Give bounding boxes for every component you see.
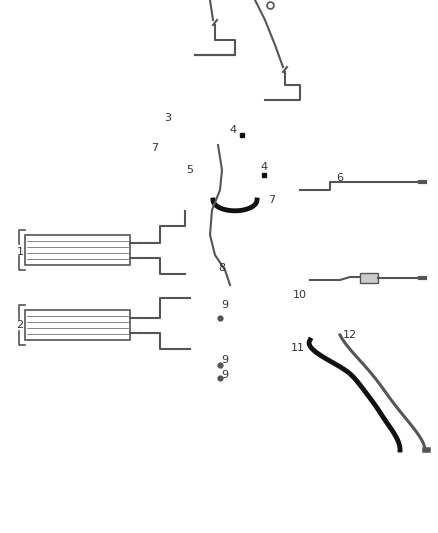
Text: 9: 9 [222, 300, 229, 310]
Text: 4: 4 [230, 125, 237, 135]
Text: 8: 8 [219, 263, 226, 273]
Text: 3: 3 [165, 113, 172, 123]
Text: 9: 9 [222, 355, 229, 365]
Text: 2: 2 [17, 320, 24, 330]
Text: 11: 11 [291, 343, 305, 353]
Text: 4: 4 [261, 162, 268, 172]
Text: 12: 12 [343, 330, 357, 340]
Text: 5: 5 [187, 165, 194, 175]
Text: 9: 9 [222, 370, 229, 380]
Text: 7: 7 [268, 195, 276, 205]
Text: 10: 10 [293, 290, 307, 300]
Bar [360, 273, 378, 283]
Text: 6: 6 [336, 173, 343, 183]
Text: 7: 7 [152, 143, 159, 153]
Text: 1: 1 [17, 247, 24, 257]
